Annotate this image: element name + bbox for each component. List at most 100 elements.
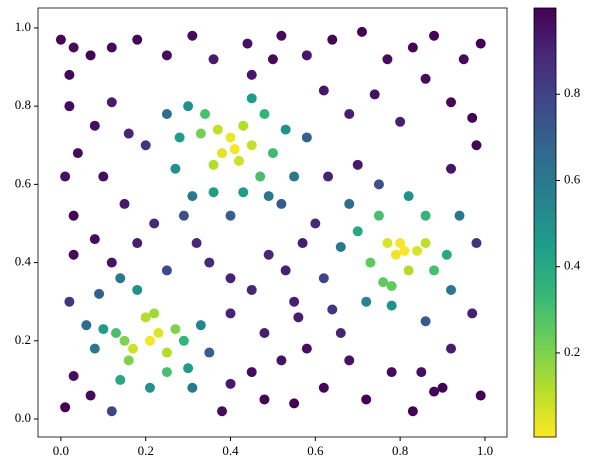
point <box>208 159 219 170</box>
x-tick-label: 0.2 <box>138 443 154 458</box>
point <box>259 394 270 405</box>
point <box>225 273 236 284</box>
point <box>335 241 346 252</box>
point <box>267 148 278 159</box>
point <box>225 210 236 221</box>
point <box>335 327 346 338</box>
point <box>132 238 143 249</box>
point <box>204 257 215 268</box>
x-tick-label: 1.0 <box>477 443 493 458</box>
point <box>89 234 100 245</box>
point <box>212 124 223 135</box>
point <box>64 69 75 80</box>
colorbar-tick-label: 0.8 <box>564 85 580 100</box>
point <box>68 249 79 260</box>
point <box>234 155 244 166</box>
point <box>373 179 384 190</box>
point <box>85 390 96 401</box>
x-tick-label: 0.8 <box>392 443 408 458</box>
point <box>289 171 300 182</box>
point <box>327 34 338 45</box>
point <box>119 198 130 209</box>
point <box>259 108 270 119</box>
point <box>420 210 431 221</box>
point <box>446 284 457 295</box>
y-tick-label: 0.2 <box>15 332 31 347</box>
point <box>187 382 198 393</box>
point <box>242 38 253 49</box>
point <box>475 38 486 49</box>
point <box>89 120 100 131</box>
point <box>144 382 155 393</box>
point <box>289 296 300 307</box>
point <box>60 171 71 182</box>
point <box>246 93 257 104</box>
point <box>187 191 198 202</box>
point <box>467 308 478 319</box>
point <box>475 390 486 401</box>
point <box>293 312 304 323</box>
point <box>161 347 172 358</box>
point <box>344 355 355 366</box>
point <box>458 54 469 65</box>
point <box>361 394 372 405</box>
point <box>195 128 206 139</box>
point <box>111 327 122 338</box>
y-tick-label: 0.4 <box>15 254 32 269</box>
point <box>344 108 355 119</box>
point <box>115 273 126 284</box>
point <box>106 406 117 417</box>
point <box>310 218 321 229</box>
point <box>178 335 189 346</box>
y-tick-label: 0.8 <box>15 97 31 112</box>
point <box>318 273 329 284</box>
point <box>420 73 431 84</box>
point <box>446 343 457 354</box>
point <box>153 327 164 338</box>
point <box>85 50 96 61</box>
point <box>301 132 312 143</box>
point <box>255 171 266 182</box>
point <box>178 210 189 221</box>
point <box>276 355 287 366</box>
point <box>140 140 151 151</box>
x-tick-label: 0.6 <box>307 443 324 458</box>
point <box>208 54 219 65</box>
point <box>187 30 198 41</box>
point <box>429 265 440 276</box>
point <box>161 367 172 378</box>
point <box>127 343 138 354</box>
point <box>407 42 418 53</box>
point <box>161 108 172 119</box>
point <box>106 257 117 268</box>
point <box>170 324 181 335</box>
point <box>403 265 414 276</box>
point <box>399 245 410 256</box>
point <box>140 312 151 323</box>
point <box>68 370 79 381</box>
point <box>238 120 249 131</box>
point <box>238 187 249 198</box>
colorbar <box>533 7 557 438</box>
point <box>60 402 71 413</box>
point <box>246 140 257 151</box>
point <box>246 367 257 378</box>
point <box>395 238 406 249</box>
point <box>301 50 312 61</box>
point <box>217 148 228 159</box>
point <box>395 116 406 127</box>
point <box>454 210 465 221</box>
point <box>373 210 384 221</box>
point <box>471 140 482 151</box>
x-tick-label: 0.4 <box>222 443 239 458</box>
y-tick-label: 0.0 <box>15 410 31 425</box>
point <box>208 187 219 198</box>
point <box>246 284 257 295</box>
point <box>369 89 380 100</box>
point <box>81 320 92 331</box>
point <box>55 34 66 45</box>
y-tick-label: 0.6 <box>15 175 32 190</box>
point <box>225 308 236 319</box>
point <box>276 198 287 209</box>
